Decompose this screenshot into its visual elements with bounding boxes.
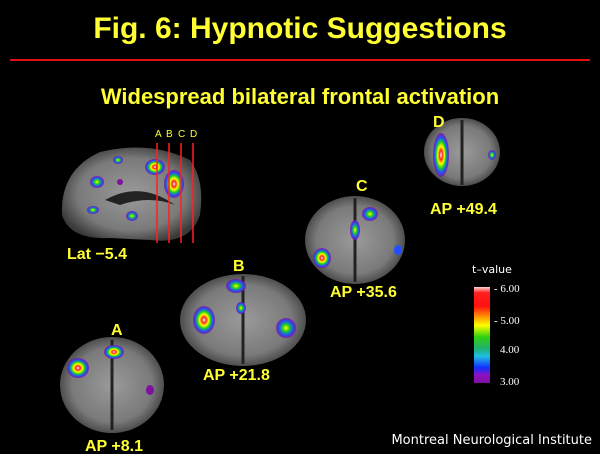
sagittal-label: Lat −5.4 <box>67 246 128 263</box>
title-divider <box>10 59 590 61</box>
coronal-brain-a <box>60 337 164 433</box>
sagittal-brain <box>61 143 202 243</box>
coronal-brain-b <box>180 274 306 366</box>
colorbar-tick-6: - 6.00 <box>494 283 520 295</box>
colorbar <box>474 287 490 383</box>
slice-letter-d: D <box>190 129 198 140</box>
slice-a-letter: A <box>111 322 123 339</box>
slice-letter-c: C <box>178 129 186 140</box>
slice-d-label: AP +49.4 <box>430 201 497 218</box>
slice-b-label: AP +21.8 <box>203 367 270 384</box>
coronal-brain-d <box>424 118 500 186</box>
credit-text: Montreal Neurological Institute <box>391 433 592 448</box>
slice-letter-b: B <box>166 129 173 140</box>
slice-lines <box>156 143 194 243</box>
slice-c-label: AP +35.6 <box>330 284 397 301</box>
colorbar-tick-4: 4.00 <box>500 344 520 356</box>
slice-c-letter: C <box>356 178 368 195</box>
slide-subtitle: Widespread bilateral frontal activation <box>100 84 500 109</box>
slice-a-label: AP +8.1 <box>85 438 143 454</box>
slice-d-letter: D <box>433 114 445 131</box>
slice-b-letter: B <box>233 258 245 275</box>
colorbar-title: t–value <box>472 263 512 276</box>
colorbar-tick-5: - 5.00 <box>494 315 520 327</box>
coronal-brain-c <box>305 196 405 284</box>
slide-title: Fig. 6: Hypnotic Suggestions <box>93 12 507 45</box>
colorbar-tick-3: 3.00 <box>500 376 520 388</box>
slice-letter-a: A <box>155 129 162 140</box>
